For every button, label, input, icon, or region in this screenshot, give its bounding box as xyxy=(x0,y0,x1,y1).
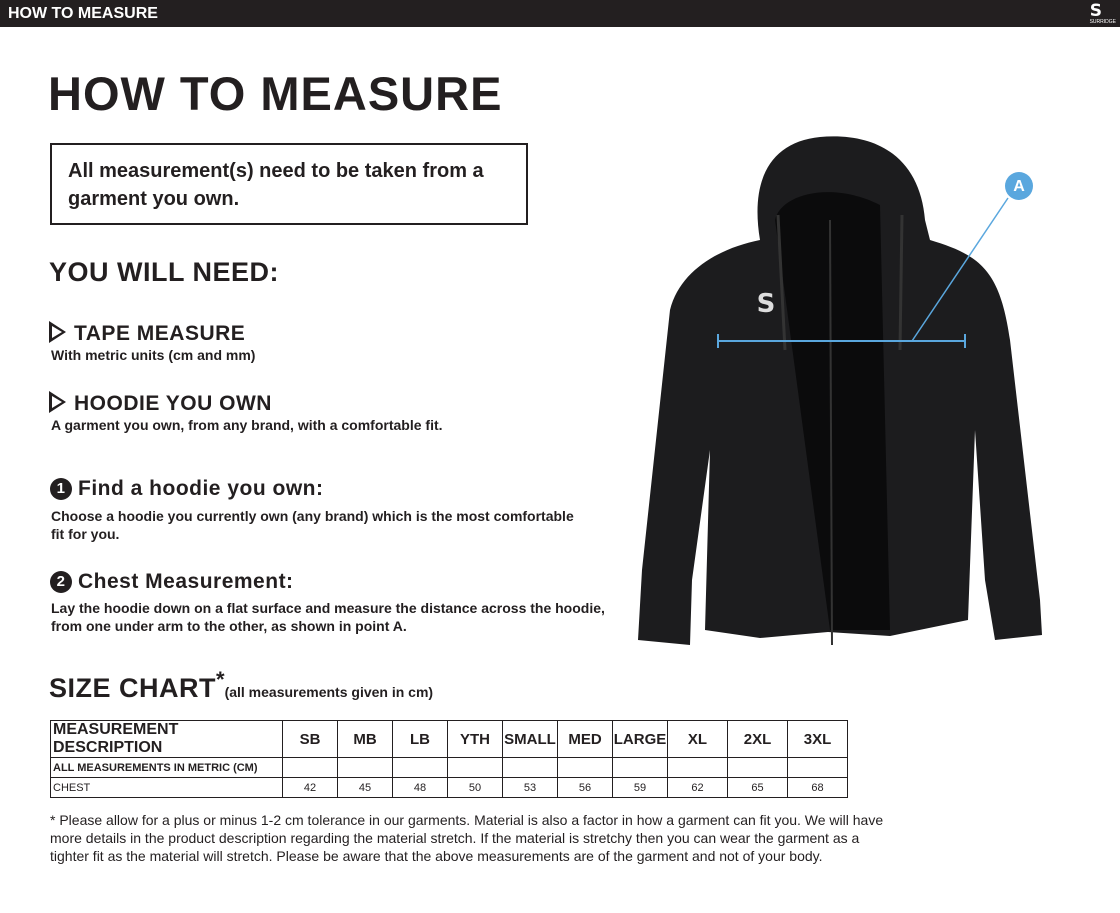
need-item: TAPE MEASURE xyxy=(49,321,245,346)
hoodie-illustration: S A xyxy=(638,136,1042,646)
cell xyxy=(612,757,668,778)
step: 2 Chest Measurement: xyxy=(50,570,294,594)
hoodie-inner xyxy=(775,192,890,630)
cell xyxy=(282,757,338,778)
point-label: A xyxy=(1013,178,1025,195)
footnote: * Please allow for a plus or minus 1-2 c… xyxy=(50,812,884,864)
step-text: Lay the hoodie down on a flat surface an… xyxy=(51,600,605,634)
triangle-icon xyxy=(49,321,66,343)
column-header: SMALL xyxy=(502,720,558,758)
drawstring xyxy=(776,214,787,351)
triangle-icon xyxy=(49,391,66,413)
column-header: 2XL xyxy=(727,720,788,758)
zipper xyxy=(829,219,833,646)
bar-title: HOW TO MEASURE xyxy=(8,5,158,22)
step: 1 Find a hoodie you own: xyxy=(50,477,323,501)
step-title: Find a hoodie you own: xyxy=(78,477,324,500)
cell: 45 xyxy=(337,777,393,798)
need-item-title: HOODIE YOU OWN xyxy=(74,392,272,415)
cell xyxy=(557,757,613,778)
size-chart-heading: SIZE CHART*(all measurements given in cm… xyxy=(49,667,433,704)
cell xyxy=(787,757,848,778)
main-title: HOW TO MEASURE xyxy=(48,67,503,120)
row-label: ALL MEASUREMENTS IN METRIC (CM) xyxy=(50,757,283,778)
cell xyxy=(727,757,788,778)
logo-text: SURRIDGE xyxy=(1089,19,1116,25)
column-header: LARGE xyxy=(612,720,668,758)
column-header: YTH xyxy=(447,720,503,758)
section-title: YOU WILL NEED: xyxy=(49,257,280,287)
cell: 42 xyxy=(282,777,338,798)
need-item-title: TAPE MEASURE xyxy=(74,322,246,345)
step-text: Choose a hoodie you currently own (any b… xyxy=(51,508,574,542)
column-header: MEASUREMENT DESCRIPTION xyxy=(50,720,283,758)
cell xyxy=(392,757,448,778)
cell xyxy=(337,757,393,778)
table-row: ALL MEASUREMENTS IN METRIC (CM) xyxy=(50,757,848,778)
cell: 59 xyxy=(612,777,668,798)
cell: 50 xyxy=(447,777,503,798)
need-item-text: A garment you own, from any brand, with … xyxy=(51,417,443,433)
cell: 68 xyxy=(787,777,848,798)
chest-logo: S xyxy=(757,289,776,319)
cell xyxy=(502,757,558,778)
need-item-text: With metric units (cm and mm) xyxy=(51,347,256,363)
point-marker xyxy=(1005,172,1033,200)
column-header: MB xyxy=(337,720,393,758)
column-header: XL xyxy=(667,720,728,758)
column-header: MED xyxy=(557,720,613,758)
cell: 65 xyxy=(727,777,788,798)
cell xyxy=(447,757,503,778)
table-row: CHEST 42 45 48 50 53 56 59 62 65 68 xyxy=(50,777,848,798)
column-header: LB xyxy=(392,720,448,758)
row-label: CHEST xyxy=(50,777,283,798)
step-title: Chest Measurement: xyxy=(78,570,294,593)
size-chart-title: SIZE CHART xyxy=(49,673,216,703)
need-item: HOODIE YOU OWN xyxy=(49,391,272,416)
cell: 62 xyxy=(667,777,728,798)
size-chart-subtitle: (all measurements given in cm) xyxy=(224,684,434,700)
drawstring xyxy=(898,214,904,351)
cell xyxy=(667,757,728,778)
logo-mark: S xyxy=(1089,1,1102,21)
notice-box: All measurement(s) need to be taken from… xyxy=(50,143,528,225)
column-header: 3XL xyxy=(787,720,848,758)
top-bar xyxy=(0,0,1120,27)
cell: 56 xyxy=(557,777,613,798)
cell: 48 xyxy=(392,777,448,798)
asterisk: * xyxy=(216,667,225,692)
column-header: SB xyxy=(282,720,338,758)
step-number: 2 xyxy=(50,571,72,593)
pointer-line xyxy=(911,197,1009,342)
size-table: MEASUREMENT DESCRIPTION SB MB LB YTH SMALL MED… xyxy=(50,720,848,798)
cell: 53 xyxy=(502,777,558,798)
header-row: MEASUREMENT DESCRIPTION SB MB LB YTH SMALL MED… xyxy=(50,720,848,758)
step-number: 1 xyxy=(50,478,72,500)
notice: All measurement(s) need to be taken from… xyxy=(68,160,484,210)
